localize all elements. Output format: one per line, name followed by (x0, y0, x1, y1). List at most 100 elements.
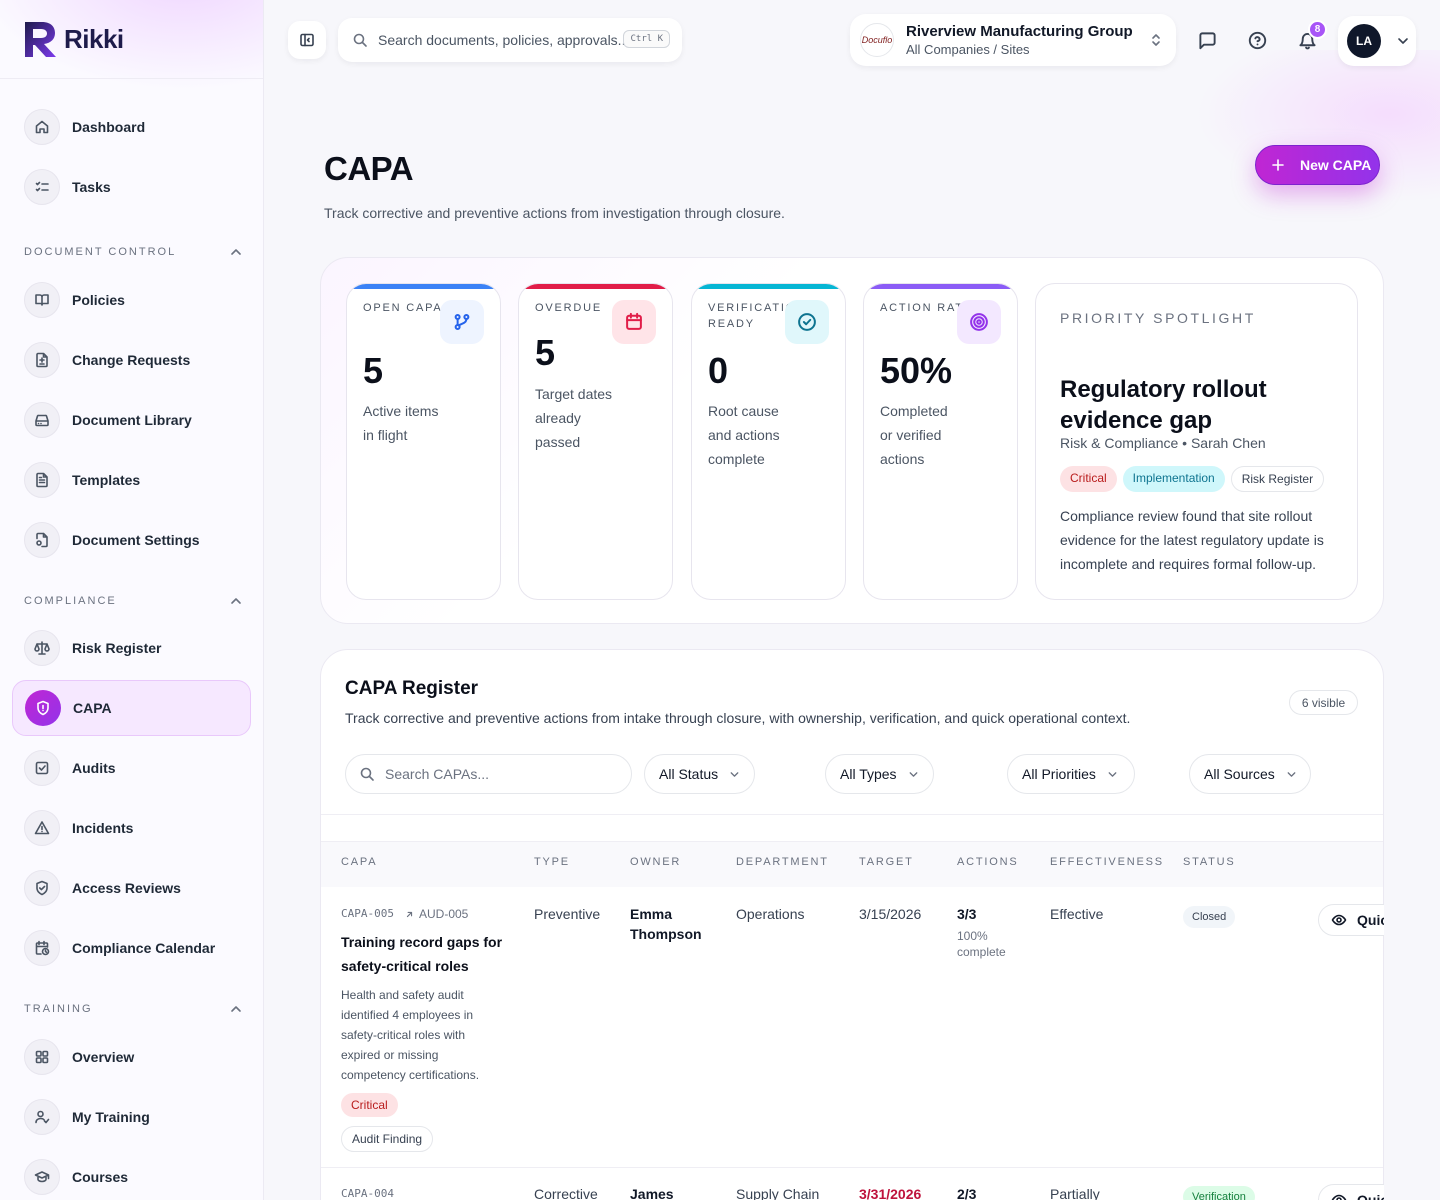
spotlight-description: Compliance review found that site rollou… (1060, 508, 1324, 572)
stat-card-verification-ready[interactable]: VERIFICATION READY 0 Root cause and acti… (691, 283, 846, 600)
nav-my-training[interactable]: My Training (12, 1089, 251, 1145)
org-logo: Docuflo (860, 23, 894, 57)
stat-label: ACTION RATE (880, 302, 973, 314)
nav-change-requests[interactable]: Change Requests (12, 332, 251, 388)
chevron-down-icon (730, 771, 739, 777)
nav-courses[interactable]: Courses (12, 1149, 251, 1200)
keyboard-shortcut: Ctrl K (623, 30, 670, 48)
app-name: Rikki (64, 23, 124, 54)
nav-audits[interactable]: Audits (12, 740, 251, 796)
filter-value: All Sources (1204, 766, 1275, 782)
source-filter[interactable]: All Sources (1189, 754, 1311, 794)
notifications-button[interactable] (1288, 21, 1326, 59)
type-filter[interactable]: All Types (825, 754, 934, 794)
nav-incidents[interactable]: Incidents (12, 800, 251, 856)
section-compliance[interactable]: COMPLIANCE (24, 593, 244, 609)
stat-label: VERIFICATION READY (708, 302, 792, 330)
nav-policies[interactable]: Policies (12, 272, 251, 328)
notification-count-badge: 8 (1308, 20, 1327, 39)
stat-value: 5 (535, 332, 556, 373)
new-capa-label: New CAPA (1300, 157, 1372, 173)
bell-icon (1298, 32, 1316, 49)
nav-capa[interactable]: CAPA (12, 680, 251, 736)
check-circle-icon (785, 300, 829, 344)
column-header-capa[interactable]: CAPA (341, 856, 378, 868)
stat-description: Active items in flight (363, 403, 439, 443)
column-header-target[interactable]: TARGET (859, 856, 914, 868)
nav-compliance-calendar[interactable]: Compliance Calendar (12, 920, 251, 976)
chevron-down-icon (1287, 771, 1296, 777)
chevron-down-icon (909, 771, 917, 777)
stat-accent-bar (692, 284, 845, 289)
spotlight-title: Regulatory rollout evidence gap (1060, 376, 1267, 434)
priority-filter[interactable]: All Priorities (1007, 754, 1135, 794)
message-square-icon (1198, 31, 1216, 49)
rikki-logo-icon (22, 20, 58, 58)
capa-type: Preventive (534, 906, 601, 922)
nav-document-library[interactable]: Document Library (12, 392, 251, 448)
section-title: TRAINING (24, 1003, 93, 1015)
toggle-sidebar-button[interactable] (288, 21, 326, 59)
capa-search-input[interactable]: Search CAPAs... (345, 754, 632, 794)
messages-button[interactable] (1188, 21, 1226, 59)
stat-description: Completed or verified actions (880, 403, 948, 467)
capa-department: Supply Chain (736, 1186, 820, 1200)
column-header-department[interactable]: DEPARTMENT (736, 856, 829, 868)
help-button[interactable] (1238, 21, 1276, 59)
nav-label: CAPA (73, 700, 112, 716)
page-subtitle: Track corrective and preventive actions … (324, 205, 785, 221)
filter-value: All Status (659, 766, 719, 782)
source-link[interactable]: AUD-005 (404, 904, 468, 924)
capa-target-date: 3/15/2026 (859, 906, 922, 922)
app-logo[interactable]: Rikki (22, 20, 124, 58)
section-document-control[interactable]: DOCUMENT CONTROL (24, 244, 244, 260)
capa-title[interactable]: Training record gaps for safety-critical… (341, 934, 503, 974)
nav-label: Dashboard (72, 119, 146, 135)
nav-access-reviews[interactable]: Access Reviews (12, 860, 251, 916)
global-search[interactable]: Search documents, policies, approvals...… (338, 18, 682, 62)
origin-tag: Audit Finding (341, 1126, 434, 1152)
nav-label: Incidents (72, 820, 134, 836)
column-header-effectiveness[interactable]: EFFECTIVENESS (1050, 856, 1164, 868)
priority-spotlight-card[interactable]: PRIORITY SPOTLIGHT Regulatory rollout ev… (1035, 283, 1358, 600)
search-placeholder: Search documents, policies, approvals... (378, 32, 630, 48)
user-menu[interactable]: LA (1338, 16, 1416, 66)
org-name: Riverview Manufacturing Group (906, 23, 1133, 40)
organization-switcher[interactable]: Docuflo Riverview Manufacturing Group Al… (850, 14, 1176, 66)
actions-count: 2/3 (957, 1186, 977, 1200)
search-placeholder: Search CAPAs... (385, 766, 490, 782)
nav-templates[interactable]: Templates (12, 452, 251, 508)
stage-tag: Implementation (1122, 466, 1225, 492)
nav-training-overview[interactable]: Overview (12, 1029, 251, 1085)
column-header-type[interactable]: TYPE (534, 856, 570, 868)
actions-count: 3/3 (957, 906, 977, 922)
nav-label: Document Library (72, 412, 192, 428)
nav-label: Overview (72, 1049, 135, 1065)
source-id: AUD-005 (418, 907, 469, 921)
search-icon (360, 767, 374, 781)
column-header-owner[interactable]: OWNER (630, 856, 682, 868)
nav-label: Change Requests (72, 352, 191, 368)
new-capa-button[interactable]: New CAPA (1255, 145, 1380, 185)
nav-dashboard[interactable]: Dashboard (12, 99, 251, 155)
file-text-icon (24, 462, 60, 498)
help-circle-icon (1248, 31, 1266, 49)
section-training[interactable]: TRAINING (24, 1001, 244, 1017)
status-badge: Closed (1183, 906, 1236, 928)
chevrons-up-down-icon (1152, 34, 1160, 46)
search-icon (353, 33, 367, 47)
nav-document-settings[interactable]: Document Settings (12, 512, 251, 568)
page-title: CAPA (324, 150, 414, 187)
stat-card-action-rate[interactable]: ACTION RATE 50% Completed or verified ac… (863, 283, 1018, 600)
column-header-status[interactable]: STATUS (1183, 856, 1236, 868)
column-header-actions[interactable]: ACTIONS (957, 856, 1019, 868)
nav-tasks[interactable]: Tasks (12, 159, 251, 215)
nav-risk-register[interactable]: Risk Register (12, 620, 251, 676)
capa-target-date: 3/31/2026 (859, 1186, 922, 1200)
calendar-clock-icon (24, 930, 60, 966)
stat-card-open-capas[interactable]: OPEN CAPAS 5 Active items in flight (346, 283, 501, 600)
status-filter[interactable]: All Status (644, 754, 755, 794)
stat-card-overdue[interactable]: OVERDUE 5 Target dates already passed (518, 283, 673, 600)
stat-accent-bar (864, 284, 1017, 289)
hard-drive-icon (24, 402, 60, 438)
